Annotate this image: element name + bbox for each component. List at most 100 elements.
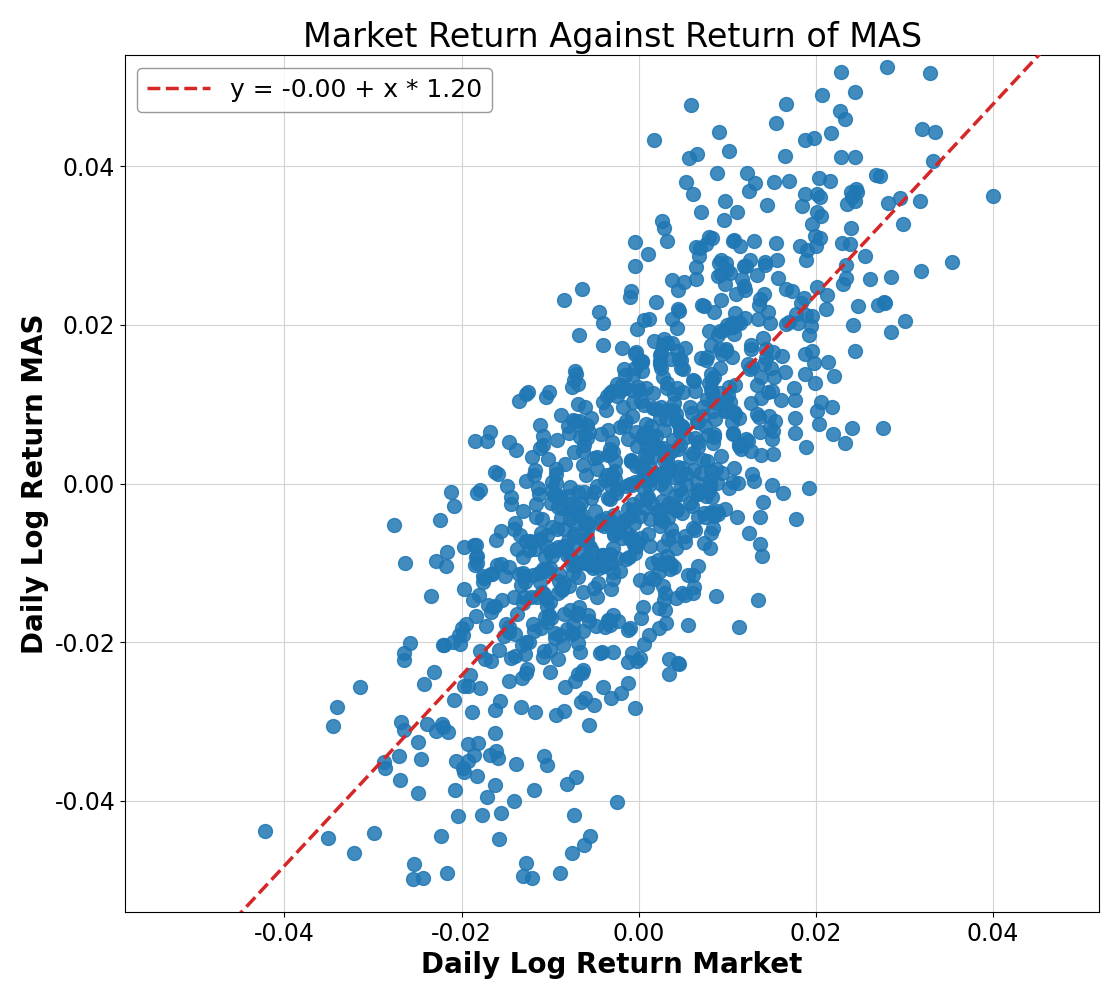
Point <box>532 525 550 541</box>
Point <box>702 366 720 382</box>
Point <box>752 509 769 525</box>
Point <box>626 700 644 716</box>
Point <box>812 208 830 224</box>
Point <box>623 529 641 545</box>
Point <box>637 416 655 432</box>
Point <box>586 484 604 500</box>
Point <box>846 343 864 359</box>
Point <box>605 507 623 523</box>
Y-axis label: Daily Log Return MAS: Daily Log Return MAS <box>21 313 49 654</box>
Point <box>578 534 596 550</box>
Point <box>569 396 587 412</box>
Point <box>924 153 942 169</box>
Point <box>564 625 582 641</box>
Point <box>351 679 368 695</box>
Point <box>785 380 803 396</box>
Point <box>688 146 706 162</box>
Point <box>563 412 581 428</box>
Point <box>615 513 633 529</box>
Point <box>675 340 693 356</box>
Point <box>730 315 748 331</box>
Point <box>564 537 582 553</box>
Point <box>666 590 684 606</box>
Point <box>651 353 669 369</box>
Point <box>524 616 542 632</box>
Point <box>433 719 451 735</box>
Point <box>554 538 572 554</box>
Point <box>606 463 624 479</box>
Point <box>319 830 337 846</box>
Point <box>463 920 480 936</box>
Point <box>605 525 623 541</box>
Point <box>663 311 681 327</box>
Point <box>696 505 713 521</box>
Point <box>483 604 501 620</box>
Point <box>728 286 746 302</box>
Point <box>573 662 591 678</box>
Point <box>594 315 612 331</box>
Point <box>777 96 795 112</box>
Point <box>472 643 489 659</box>
Point <box>470 680 488 696</box>
Point <box>486 598 504 614</box>
Point <box>763 431 781 447</box>
Point <box>867 167 885 183</box>
Point <box>500 619 517 635</box>
Point <box>438 865 456 881</box>
Point <box>687 271 704 287</box>
Point <box>679 567 697 583</box>
Point <box>409 734 427 750</box>
Point <box>622 509 640 525</box>
Point <box>669 459 687 475</box>
Point <box>442 484 460 500</box>
Point <box>473 807 491 823</box>
Point <box>553 582 571 598</box>
Point <box>674 420 692 436</box>
Point <box>840 236 858 252</box>
Point <box>632 530 650 546</box>
Point <box>541 543 559 559</box>
Point <box>696 418 713 434</box>
Point <box>530 486 548 502</box>
Point <box>683 405 701 421</box>
Point <box>548 521 566 537</box>
Point <box>588 461 606 477</box>
Point <box>698 349 716 365</box>
Point <box>601 546 619 562</box>
Point <box>569 499 587 515</box>
Point <box>692 297 710 313</box>
Point <box>637 449 655 465</box>
Point <box>628 438 646 454</box>
Point <box>842 184 860 200</box>
Point <box>656 411 674 427</box>
Point <box>636 447 654 463</box>
Point <box>514 565 532 581</box>
Point <box>604 564 622 580</box>
Point <box>622 620 640 636</box>
Point <box>455 581 473 597</box>
Point <box>550 573 568 589</box>
Point <box>755 330 773 346</box>
Point <box>753 447 771 463</box>
Point <box>812 189 830 205</box>
Point <box>739 433 757 449</box>
Point <box>831 103 849 119</box>
X-axis label: Daily Log Return Market: Daily Log Return Market <box>421 951 803 979</box>
Point <box>632 572 650 588</box>
Point <box>665 559 683 575</box>
Point <box>824 426 842 442</box>
Point <box>704 304 722 320</box>
Point <box>391 772 409 788</box>
Point <box>623 477 641 493</box>
Point <box>748 267 766 283</box>
Point <box>635 481 653 497</box>
Point <box>375 754 393 770</box>
Point <box>688 259 706 275</box>
Point <box>455 760 473 776</box>
Point <box>506 756 524 772</box>
Point <box>740 525 758 541</box>
Point <box>489 831 507 847</box>
Point <box>626 545 644 561</box>
Point <box>725 233 743 249</box>
Point <box>525 467 543 483</box>
